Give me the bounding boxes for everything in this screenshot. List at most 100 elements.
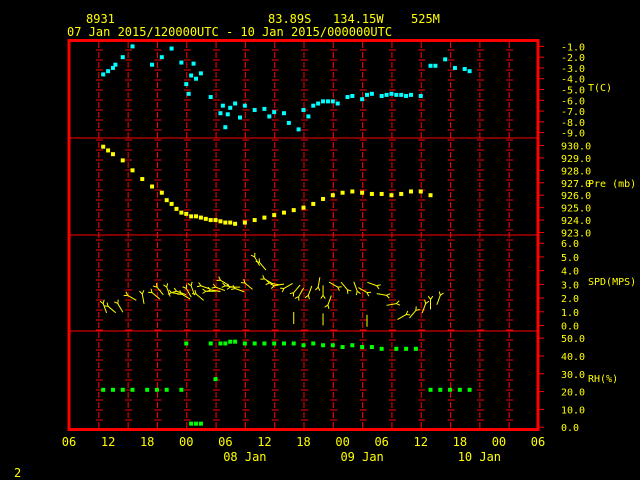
- wind-head: [355, 291, 358, 296]
- wind-head: [395, 300, 400, 304]
- wind-head: [315, 286, 319, 291]
- page-number: 2: [14, 466, 22, 480]
- temperature-point: [106, 69, 111, 74]
- temperature-point: [150, 62, 155, 67]
- temperature-point: [110, 65, 115, 70]
- wind-head: [139, 290, 143, 295]
- rh-point: [330, 343, 335, 348]
- data-points: [99, 44, 472, 426]
- pressure-point: [194, 214, 199, 219]
- pressure-point: [159, 190, 164, 195]
- y-tick-label: 50.0: [561, 334, 585, 345]
- pressure-point: [291, 208, 296, 213]
- temperature-point: [345, 95, 350, 100]
- wind-head: [386, 293, 391, 296]
- temperature-point: [233, 101, 238, 106]
- temperature-point: [237, 115, 242, 120]
- rh-point: [457, 387, 462, 392]
- wind-barb: [139, 290, 145, 304]
- y-tick-label: 3.0: [561, 280, 579, 291]
- pressure-point: [198, 215, 203, 220]
- wind-head: [356, 290, 361, 294]
- temperature-point: [194, 76, 199, 81]
- wind-barb: [340, 281, 352, 294]
- temperature-point: [399, 92, 404, 97]
- wind-shaft: [127, 294, 137, 301]
- temperature-point: [179, 60, 184, 65]
- rh-point: [311, 341, 316, 346]
- temperature-point: [408, 92, 413, 97]
- wind-barb: [427, 295, 434, 310]
- wind-barb: [353, 281, 361, 296]
- wind-barb: [270, 283, 285, 289]
- wind-head: [438, 291, 441, 296]
- temperature-point: [369, 91, 374, 96]
- wind-head: [99, 300, 104, 304]
- wind-barb: [294, 287, 305, 301]
- wind-barb: [436, 291, 444, 305]
- temperature-point: [330, 99, 335, 104]
- temperature-point: [296, 127, 301, 132]
- wind-barb: [409, 306, 420, 319]
- temperature-point: [267, 114, 272, 119]
- wind-head: [289, 292, 294, 295]
- temperature-point: [169, 46, 174, 51]
- x-tick-label: 06: [218, 435, 232, 449]
- wind-shaft: [283, 283, 293, 289]
- wind-barb: [376, 293, 391, 299]
- x-tick-label: 12: [101, 435, 115, 449]
- wind-head: [150, 288, 153, 293]
- rh-point: [101, 387, 106, 392]
- wind-head: [396, 303, 401, 306]
- wind-head: [226, 284, 231, 288]
- temperature-point: [301, 107, 306, 112]
- wind-shaft: [327, 295, 332, 306]
- wind-barb: [104, 302, 117, 314]
- wind-barb: [211, 283, 226, 292]
- wind-head: [190, 281, 193, 286]
- pressure-point: [101, 144, 106, 149]
- wind-barb: [421, 299, 430, 314]
- wind-head: [173, 287, 177, 292]
- x-date-label: 10 Jan: [458, 450, 501, 464]
- temperature-point: [384, 92, 389, 97]
- wind-head: [172, 290, 177, 293]
- temperature-point: [225, 112, 230, 117]
- rh-point: [448, 387, 453, 392]
- pressure-point: [281, 210, 286, 215]
- wind-head: [207, 286, 212, 291]
- pressure-point: [208, 218, 213, 223]
- wind-head: [196, 285, 202, 288]
- y-tick-label: 923.0: [561, 229, 591, 240]
- rh-point: [272, 341, 277, 346]
- temperature-point: [208, 95, 213, 100]
- pressure-point: [272, 213, 277, 218]
- temperature-point: [325, 99, 330, 104]
- temperature-point: [159, 55, 164, 60]
- wind-head: [427, 295, 431, 300]
- rh-point: [350, 343, 355, 348]
- pressure-point: [408, 189, 413, 194]
- pressure-point: [218, 219, 223, 224]
- y-tick-label: 0.0: [561, 322, 579, 333]
- wind-head: [206, 289, 211, 292]
- x-tick-label: 12: [257, 435, 271, 449]
- temperature-point: [433, 63, 438, 68]
- pressure-point: [340, 190, 345, 195]
- wind-head: [125, 291, 129, 296]
- wind-head: [386, 294, 390, 299]
- rh-point: [281, 341, 286, 346]
- wind-shaft: [156, 286, 164, 296]
- wind-barb: [231, 284, 245, 293]
- wind-barb: [123, 291, 137, 301]
- pressure-point: [301, 205, 306, 210]
- wind-head: [194, 289, 197, 295]
- y-tick-label: -8.0: [561, 118, 585, 129]
- pressure-point: [110, 152, 115, 157]
- wind-shaft: [107, 305, 117, 314]
- temperature-point: [316, 101, 321, 106]
- rh-point: [189, 421, 194, 426]
- y-tick-label: 10.0: [561, 405, 585, 416]
- time-range: 07 Jan 2015/120000UTC - 10 Jan 2015/0000…: [67, 25, 393, 39]
